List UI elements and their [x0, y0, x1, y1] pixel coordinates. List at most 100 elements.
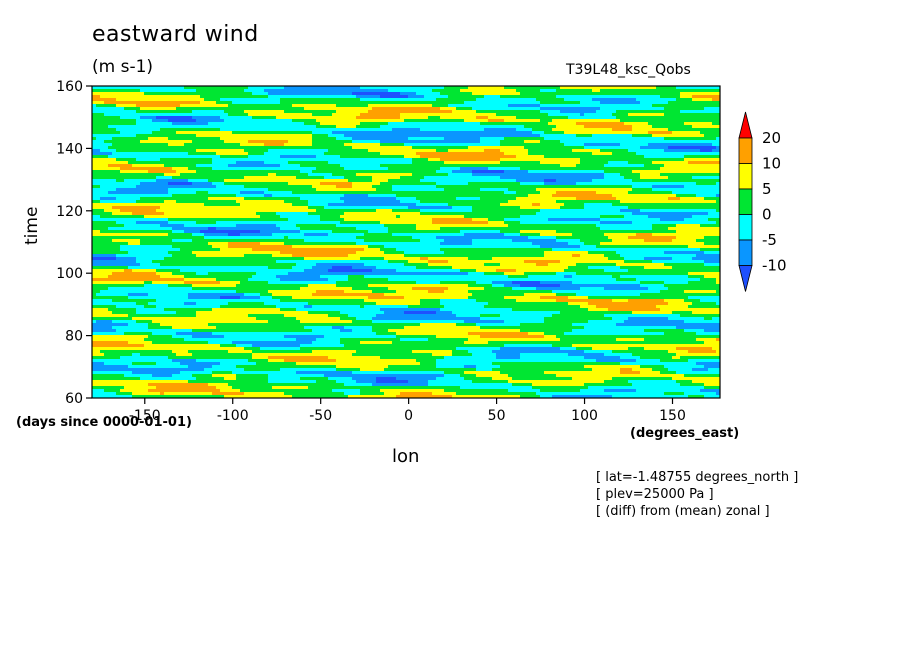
field-cell — [524, 170, 529, 174]
field-cell — [688, 101, 693, 105]
field-cell — [548, 125, 553, 129]
field-cell — [208, 167, 213, 171]
field-cell — [676, 122, 681, 126]
field-cell — [620, 101, 625, 105]
field-cell — [232, 149, 237, 153]
field-cell — [156, 98, 161, 102]
field-cell — [160, 152, 165, 156]
field-cell — [160, 161, 165, 165]
field-cell — [228, 104, 233, 108]
field-cell — [600, 176, 605, 180]
field-cell — [228, 86, 233, 90]
field-cell — [612, 125, 617, 129]
field-cell — [564, 143, 569, 147]
field-cell — [392, 104, 397, 108]
field-cell — [296, 161, 301, 165]
field-cell — [592, 92, 597, 96]
field-cell — [548, 131, 553, 135]
field-cell — [564, 149, 569, 153]
field-cell — [104, 137, 109, 141]
field-cell — [148, 158, 153, 162]
field-cell — [652, 125, 657, 129]
field-cell — [312, 92, 317, 96]
field-cell — [172, 107, 177, 111]
field-cell — [664, 92, 669, 96]
field-cell — [628, 122, 633, 126]
field-cell — [408, 140, 413, 144]
field-cell — [648, 143, 653, 147]
field-cell — [596, 131, 601, 135]
field-cell — [232, 86, 237, 90]
field-cell — [148, 110, 153, 114]
field-cell — [468, 134, 473, 138]
field-cell — [600, 122, 605, 126]
field-cell — [428, 155, 433, 159]
field-cell — [660, 92, 665, 96]
field-cell — [356, 146, 361, 150]
field-cell — [596, 95, 601, 99]
field-cell — [460, 128, 465, 132]
field-cell — [368, 131, 373, 135]
field-cell — [716, 173, 721, 177]
field-cell — [276, 164, 281, 168]
field-cell — [604, 152, 609, 156]
field-cell — [696, 164, 701, 168]
field-cell — [488, 101, 493, 105]
field-cell — [364, 86, 369, 90]
field-cell — [500, 161, 505, 165]
field-cell — [396, 137, 401, 141]
field-cell — [332, 161, 337, 165]
field-cell — [324, 143, 329, 147]
field-cell — [400, 110, 405, 114]
field-cell — [284, 170, 289, 174]
field-cell — [116, 98, 121, 102]
field-cell — [132, 173, 137, 177]
field-cell — [256, 104, 261, 108]
field-cell — [340, 143, 345, 147]
field-cell — [240, 164, 245, 168]
field-cell — [244, 101, 249, 105]
field-cell — [340, 113, 345, 117]
field-cell — [532, 119, 537, 123]
field-cell — [580, 167, 585, 171]
field-cell — [480, 128, 485, 132]
field-cell — [288, 116, 293, 120]
field-cell — [460, 167, 465, 171]
field-cell — [348, 152, 353, 156]
field-cell — [684, 98, 689, 102]
field-cell — [656, 107, 661, 111]
field-cell — [556, 122, 561, 126]
field-cell — [704, 173, 709, 177]
field-cell — [284, 119, 289, 123]
field-cell — [224, 176, 229, 180]
field-cell — [100, 140, 105, 144]
field-cell — [448, 89, 453, 93]
field-cell — [484, 101, 489, 105]
field-cell — [692, 143, 697, 147]
field-cell — [472, 170, 477, 174]
field-cell — [136, 92, 141, 96]
field-cell — [672, 128, 677, 132]
field-cell — [712, 119, 717, 123]
field-cell — [240, 173, 245, 177]
field-cell — [204, 155, 209, 159]
field-cell — [272, 137, 277, 141]
field-cell — [244, 134, 249, 138]
field-cell — [572, 131, 577, 135]
field-cell — [292, 152, 297, 156]
field-cell — [376, 86, 381, 90]
field-cell — [516, 152, 521, 156]
field-cell — [200, 179, 205, 183]
field-cell — [192, 107, 197, 111]
field-cell — [708, 89, 713, 93]
field-cell — [592, 143, 597, 147]
field-cell — [716, 158, 721, 162]
field-cell — [636, 146, 641, 150]
field-cell — [656, 125, 661, 129]
field-cell — [148, 107, 153, 111]
field-cell — [344, 179, 349, 183]
field-cell — [232, 155, 237, 159]
field-cell — [200, 119, 205, 123]
field-cell — [344, 122, 349, 126]
field-cell — [308, 98, 313, 102]
